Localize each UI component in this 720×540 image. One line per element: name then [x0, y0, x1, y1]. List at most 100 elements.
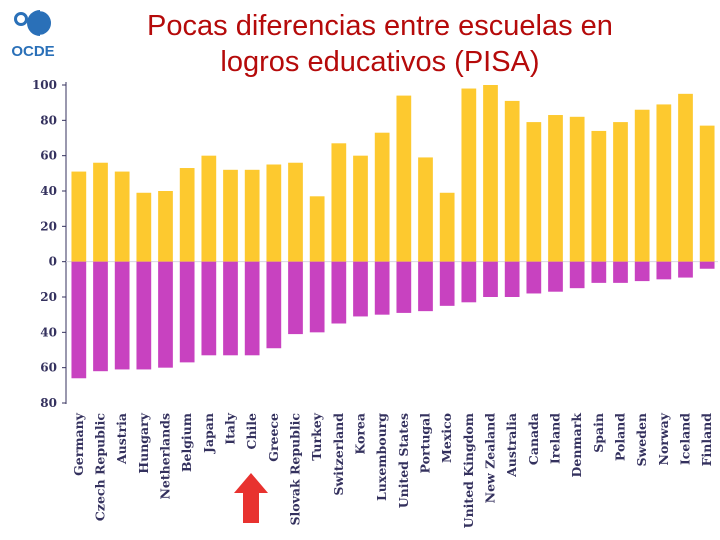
bar-positive-spain	[591, 130, 607, 262]
x-category-label: Italy	[223, 412, 238, 444]
bar-negative-italy	[223, 261, 238, 356]
bar-negative-denmark	[569, 261, 585, 289]
bar-negative-greece	[266, 261, 282, 349]
bar-positive-austria	[114, 171, 130, 262]
bar-negative-united-kingdom	[461, 261, 477, 303]
bar-positive-finland	[699, 125, 715, 262]
x-category-label: Belgium	[179, 413, 194, 472]
x-category-label: Spain	[591, 413, 606, 453]
bar-positive-czech-republic	[93, 162, 108, 262]
x-category-label: Czech Republic	[93, 413, 108, 521]
x-category-label: Slovak Republic	[288, 413, 303, 526]
x-category-label: Austria	[114, 413, 129, 465]
y-tick-label: 40	[40, 184, 57, 198]
bar-positive-korea	[353, 155, 368, 262]
x-category-label: Luxembourg	[374, 413, 389, 501]
bar-negative-austria	[114, 261, 130, 370]
bar-positive-chile	[244, 169, 260, 262]
bar-negative-united-states	[396, 261, 412, 313]
page-title: Pocas diferencias entre escuelas en logr…	[80, 8, 680, 80]
bars	[66, 85, 718, 379]
x-category-label: Australia	[504, 413, 519, 478]
bar-negative-australia	[504, 261, 520, 297]
y-tick-label: 40	[40, 325, 57, 339]
bar-positive-ireland	[548, 115, 563, 262]
y-tick-label: 80	[40, 396, 57, 410]
bar-positive-poland	[613, 122, 628, 262]
x-category-label: Sweden	[634, 413, 649, 467]
x-category-label: Poland	[613, 413, 628, 461]
bar-negative-hungary	[136, 261, 152, 370]
x-category-label: United Kingdom	[461, 413, 476, 528]
bar-positive-sweden	[634, 109, 650, 262]
x-category-label: Chile	[244, 413, 259, 450]
bar-negative-switzerland	[331, 261, 347, 324]
x-category-label: Finland	[699, 413, 714, 467]
y-tick-label: 100	[32, 78, 57, 92]
x-category-label: Germany	[71, 412, 86, 476]
x-category-label: Greece	[266, 413, 281, 462]
bar-negative-chile	[244, 261, 260, 356]
bar-positive-switzerland	[331, 143, 347, 262]
bar-negative-new-zealand	[483, 261, 498, 297]
bar-positive-canada	[526, 122, 542, 262]
x-category-label: Switzerland	[331, 413, 346, 496]
bar-negative-poland	[613, 261, 628, 283]
bar-positive-united-states	[396, 95, 412, 262]
x-category-label: Canada	[526, 413, 541, 465]
bar-positive-greece	[266, 164, 282, 262]
bar-positive-slovak-republic	[288, 162, 303, 262]
bar-positive-australia	[504, 100, 520, 262]
bar-positive-new-zealand	[483, 85, 498, 262]
bar-negative-mexico	[439, 261, 455, 306]
logo-ring-small-icon	[14, 12, 28, 26]
x-category-label: Mexico	[439, 413, 454, 463]
bar-negative-spain	[591, 261, 607, 283]
y-tick-label: 20	[40, 290, 57, 304]
bar-positive-mexico	[439, 192, 455, 262]
y-tick-label: 80	[40, 113, 57, 127]
x-category-label: New Zealand	[483, 413, 498, 504]
x-category-label: Iceland	[678, 413, 693, 465]
bar-positive-united-kingdom	[461, 88, 477, 262]
x-category-label: Hungary	[136, 412, 151, 473]
title-line-2: logros educativos (PISA)	[220, 46, 540, 78]
bar-negative-turkey	[309, 261, 325, 333]
bar-negative-finland	[699, 261, 715, 269]
bar-positive-belgium	[179, 168, 195, 262]
bar-negative-ireland	[548, 261, 563, 292]
bar-negative-iceland	[678, 261, 693, 278]
y-axis-ticks: 100 80 60 40 20 0 20 40 60 80	[32, 78, 66, 410]
bar-negative-canada	[526, 261, 542, 294]
bar-negative-japan	[201, 261, 217, 356]
bar-positive-italy	[223, 169, 238, 262]
x-category-label: Portugal	[418, 413, 433, 474]
bar-positive-turkey	[309, 196, 325, 262]
x-category-label: Netherlands	[158, 413, 173, 500]
bar-positive-hungary	[136, 192, 152, 262]
bar-positive-portugal	[418, 157, 433, 262]
bar-negative-czech-republic	[93, 261, 108, 372]
x-category-label: Denmark	[569, 413, 584, 478]
x-category-label: Norway	[656, 412, 671, 465]
bar-negative-luxembourg	[374, 261, 390, 315]
bar-positive-iceland	[678, 93, 693, 262]
bar-negative-sweden	[634, 261, 650, 282]
bar-positive-luxembourg	[374, 132, 390, 262]
x-category-label: Japan	[201, 413, 216, 454]
bar-negative-slovak-republic	[288, 261, 303, 335]
logo-text: OCDE	[11, 43, 54, 60]
bar-negative-norway	[656, 261, 672, 280]
bar-negative-germany	[71, 261, 87, 379]
y-tick-label: 20	[40, 219, 57, 233]
title-line-1: Pocas diferencias entre escuelas en	[147, 10, 613, 42]
bar-negative-belgium	[179, 261, 195, 363]
bar-positive-denmark	[569, 116, 585, 262]
logo-globe-icon	[27, 10, 53, 36]
bar-positive-netherlands	[158, 191, 173, 262]
y-tick-label: 60	[40, 361, 57, 375]
bar-positive-germany	[71, 171, 87, 262]
bar-negative-portugal	[418, 261, 433, 312]
y-tick-label: 0	[49, 255, 57, 269]
